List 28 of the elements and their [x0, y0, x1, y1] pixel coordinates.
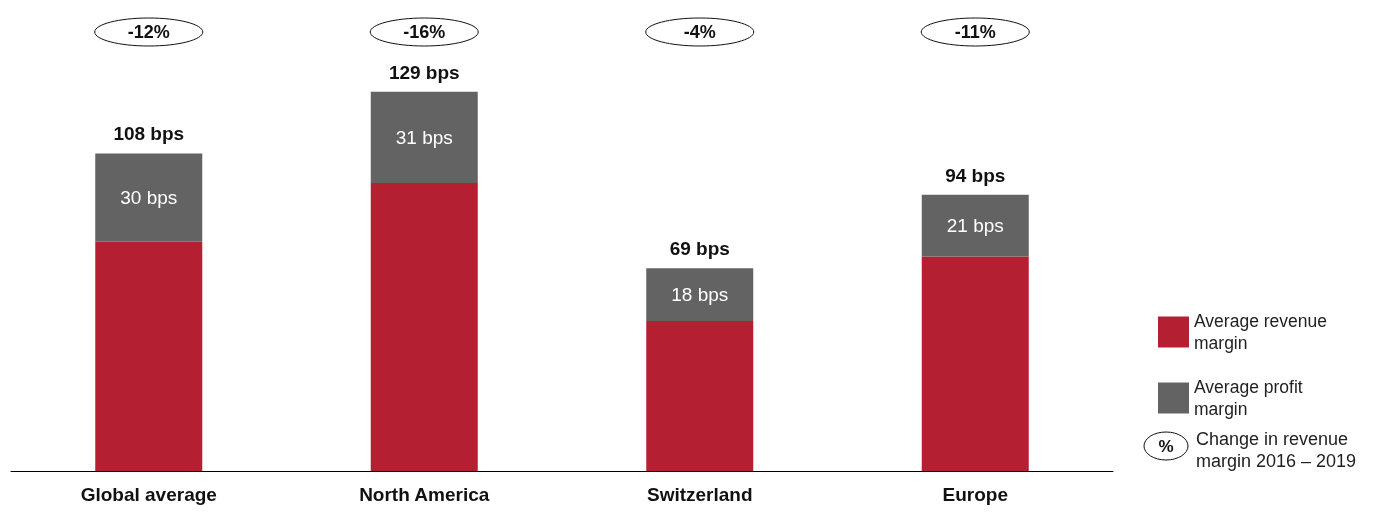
total-label: 69 bps [669, 238, 730, 260]
text: % [1158, 436, 1174, 456]
data-label: 21 bps [946, 215, 1004, 237]
text: Change in revenue margin 2016 – 2019 [1196, 429, 1357, 471]
legend-label: Average revenue margin [1194, 311, 1332, 353]
text: -11% [954, 22, 996, 42]
bar [95, 241, 203, 471]
x-tick-label: North America [359, 484, 490, 505]
bar [921, 256, 1029, 471]
text: -16% [403, 22, 446, 42]
data-label: 31 bps [395, 126, 453, 148]
bar [370, 182, 478, 471]
legend-label: Average profit margin [1194, 377, 1308, 419]
text: -4% [683, 22, 716, 42]
bar [646, 321, 754, 471]
data-label: 30 bps [120, 187, 178, 209]
x-tick-label: Switzerland [646, 484, 753, 505]
bar [370, 91, 478, 183]
x-tick-label: Global average [80, 484, 217, 505]
data-label: 18 bps [671, 284, 729, 306]
text: -12% [127, 22, 170, 42]
bar [921, 194, 1029, 257]
bar [95, 153, 203, 242]
total-label: 129 bps [388, 61, 460, 83]
total-label: 94 bps [945, 164, 1006, 186]
total-label: 108 bps [113, 123, 185, 145]
x-tick-label: Europe [942, 484, 1008, 505]
bar [646, 268, 754, 322]
